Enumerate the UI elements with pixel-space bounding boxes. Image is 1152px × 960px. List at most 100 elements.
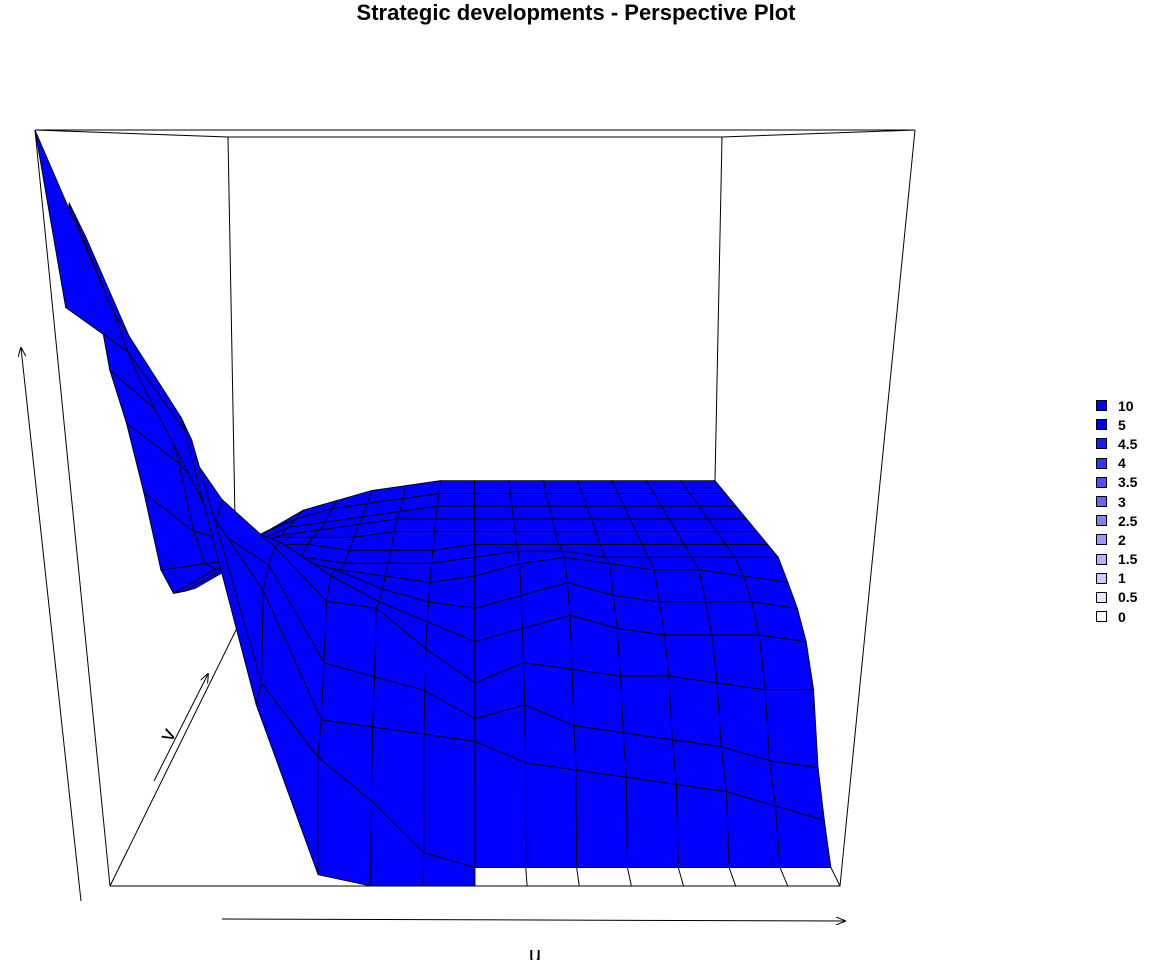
surface-facet bbox=[433, 518, 476, 533]
surface-facet bbox=[641, 544, 693, 558]
surface-facet bbox=[635, 531, 685, 545]
surface-facet bbox=[508, 480, 547, 494]
surface-facet bbox=[516, 544, 563, 552]
box-edge bbox=[839, 129, 916, 887]
surface-facet bbox=[393, 518, 437, 533]
legend-swatch bbox=[1096, 611, 1107, 623]
surface-facet bbox=[668, 675, 722, 748]
surface-facet bbox=[474, 493, 513, 507]
box-edge bbox=[34, 129, 229, 138]
legend-label: 10 bbox=[1118, 397, 1134, 414]
z-axis-arrow bbox=[21, 348, 82, 902]
surface-facet bbox=[625, 776, 679, 869]
surface-facet bbox=[474, 867, 528, 887]
surface-facet bbox=[653, 569, 707, 603]
legend-item: 1 bbox=[1096, 569, 1137, 588]
legend-item: 2 bbox=[1096, 530, 1137, 549]
legend-item: 5 bbox=[1096, 415, 1137, 434]
legend-item: 4.5 bbox=[1096, 434, 1137, 453]
surface-facet bbox=[706, 518, 759, 533]
surface-facet bbox=[590, 518, 637, 533]
legend-label: 3 bbox=[1118, 493, 1126, 510]
surface-facet bbox=[676, 783, 730, 869]
surface-facet bbox=[571, 668, 624, 734]
legend-label: 1 bbox=[1118, 570, 1126, 587]
surface-facet bbox=[586, 505, 631, 520]
surface-facet bbox=[474, 518, 516, 533]
legend-swatch bbox=[1096, 400, 1107, 412]
surface-facet bbox=[510, 493, 550, 507]
legend-swatch bbox=[1096, 419, 1107, 431]
x-axis-label: u bbox=[529, 942, 541, 960]
legend-swatch bbox=[1096, 591, 1107, 603]
legend-item: 2.5 bbox=[1096, 511, 1137, 530]
legend-item: 3.5 bbox=[1096, 473, 1137, 492]
surface-facet bbox=[697, 505, 748, 520]
legend-label: 0.5 bbox=[1118, 589, 1138, 606]
legend-label: 5 bbox=[1118, 416, 1126, 433]
surface-facet bbox=[620, 675, 673, 741]
surface-facet bbox=[575, 769, 628, 869]
y-axis-label: v bbox=[154, 724, 181, 745]
chart-title: Strategic developments - Perspective Plo… bbox=[356, 0, 796, 25]
legend-label: 0 bbox=[1118, 608, 1126, 625]
surface-mesh bbox=[34, 129, 841, 887]
surface-facet bbox=[344, 549, 392, 564]
surface-facet bbox=[581, 493, 625, 507]
legend-swatch bbox=[1096, 553, 1107, 565]
legend-label: 2 bbox=[1118, 531, 1126, 548]
surface-facet bbox=[573, 725, 627, 778]
legend-label: 1.5 bbox=[1118, 551, 1138, 568]
surface-facet bbox=[677, 867, 737, 887]
surface-facet bbox=[34, 129, 129, 353]
legend-swatch bbox=[1096, 515, 1107, 527]
surface-facet bbox=[554, 531, 601, 545]
surface-facet bbox=[622, 732, 677, 786]
surface-facet bbox=[551, 518, 597, 533]
surface-facet bbox=[525, 867, 580, 887]
surface-facet bbox=[577, 480, 619, 494]
surface-facet bbox=[511, 505, 553, 520]
surface-facet bbox=[724, 544, 780, 558]
legend-label: 3.5 bbox=[1118, 474, 1138, 491]
surface-facet bbox=[542, 480, 583, 494]
surface-facet bbox=[758, 634, 815, 691]
surface-facet bbox=[474, 531, 518, 545]
plot-box-front bbox=[34, 129, 916, 887]
surface-facet bbox=[423, 733, 476, 869]
legend-item: 4 bbox=[1096, 454, 1137, 473]
surface-facet bbox=[658, 601, 713, 636]
surface-facet bbox=[548, 505, 592, 520]
surface-facet bbox=[514, 531, 560, 545]
legend-item: 1.5 bbox=[1096, 550, 1137, 569]
legend-swatch bbox=[1096, 572, 1107, 584]
v-axis-arrow bbox=[153, 674, 208, 782]
legend: 10 5 4.5 4 3.5 3 2.5 2 1.5 1 0.5 0 bbox=[1096, 396, 1137, 626]
surface-facet bbox=[728, 867, 789, 887]
surface-facet bbox=[599, 544, 649, 558]
legend-label: 4.5 bbox=[1118, 435, 1138, 452]
legend-swatch bbox=[1096, 457, 1107, 469]
legend-item: 3 bbox=[1096, 492, 1137, 511]
surface-facet bbox=[764, 689, 819, 769]
surface-facet bbox=[629, 518, 678, 533]
surface-facet bbox=[626, 867, 685, 887]
surface-facet bbox=[390, 531, 435, 551]
legend-item: 10 bbox=[1096, 396, 1137, 415]
surface-facet bbox=[545, 493, 588, 507]
box-edge bbox=[34, 129, 111, 887]
surface-facet bbox=[595, 531, 643, 545]
surface-facet bbox=[779, 867, 841, 887]
surface-facet bbox=[705, 601, 760, 636]
surface-facet bbox=[474, 505, 515, 520]
legend-swatch bbox=[1096, 496, 1107, 508]
legend-label: 2.5 bbox=[1118, 512, 1138, 529]
surface-facet bbox=[436, 493, 476, 507]
legend-item: 0.5 bbox=[1096, 588, 1137, 607]
box-edge bbox=[721, 129, 916, 138]
u-axis-arrow bbox=[221, 919, 845, 921]
surface-facet bbox=[387, 549, 434, 564]
surface-facet bbox=[513, 518, 557, 533]
surface-facet bbox=[647, 556, 700, 571]
